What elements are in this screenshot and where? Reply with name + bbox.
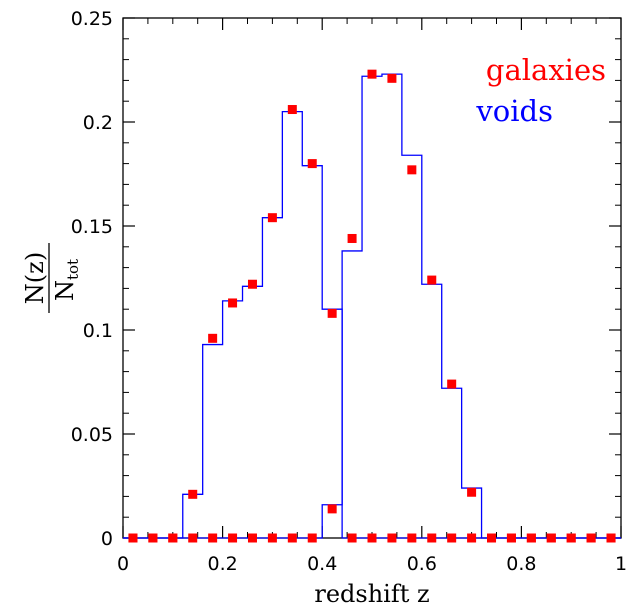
galaxies-point (228, 298, 238, 308)
x-tick-label: 0.6 (407, 553, 437, 575)
y-tick-label: 0.05 (71, 424, 113, 446)
galaxies-point (287, 105, 297, 115)
y-axis-label-denominator-sub: tot (64, 259, 82, 280)
galaxies-point (367, 69, 377, 79)
galaxies-point (128, 533, 138, 543)
galaxies-point (447, 533, 457, 543)
voids-step-line-2 (123, 73, 621, 539)
galaxies-point (188, 489, 198, 499)
galaxies-point (447, 379, 457, 389)
x-tick-labels: 0 0.2 0.4 0.6 0.8 1 (117, 553, 627, 575)
galaxies-point (387, 533, 397, 543)
galaxies-point (506, 533, 516, 543)
galaxies-point (208, 333, 218, 343)
legend-voids: voids (475, 94, 553, 128)
y-axis-label-numerator: N(z) (21, 252, 49, 304)
galaxies-point (586, 533, 596, 543)
galaxies-point (267, 213, 277, 223)
galaxies-point (387, 73, 397, 83)
x-tick-label: 0.8 (506, 553, 536, 575)
legend-galaxies: galaxies (486, 53, 606, 87)
galaxies-point (247, 279, 257, 289)
galaxies-point (566, 533, 576, 543)
y-axis-label: N(z) Ntot (21, 243, 82, 313)
galaxies-point (168, 533, 178, 543)
galaxies-point (347, 233, 357, 243)
galaxies-point (267, 533, 277, 543)
galaxies-point (367, 533, 377, 543)
series-layer (123, 69, 621, 543)
y-tick-label: 0.2 (83, 112, 113, 134)
x-tick-label: 0.2 (207, 553, 237, 575)
galaxies-point (307, 159, 317, 169)
galaxies-point (487, 533, 497, 543)
y-tick-label: 0.1 (83, 320, 113, 342)
x-tick-label: 0 (117, 553, 129, 575)
legend: galaxies voids (475, 53, 606, 128)
y-axis-label-denominator: Ntot (51, 259, 82, 301)
x-tick-label: 1 (615, 553, 627, 575)
y-tick-label: 0 (101, 528, 113, 550)
galaxies-point (526, 533, 536, 543)
galaxies-point (327, 504, 337, 514)
galaxies-point (307, 533, 317, 543)
galaxies-point (467, 533, 477, 543)
y-tick-label: 0.25 (71, 8, 113, 30)
galaxies-point (407, 165, 417, 175)
axis-ticks (122, 17, 622, 539)
y-tick-label: 0.15 (71, 216, 113, 238)
galaxies-point (148, 533, 158, 543)
galaxies-point (327, 308, 337, 318)
galaxies-point (467, 487, 477, 497)
galaxies-point (287, 533, 297, 543)
galaxies-point (208, 533, 218, 543)
galaxies-point (546, 533, 556, 543)
galaxies-point (427, 533, 437, 543)
galaxies-point (606, 533, 616, 543)
y-axis-label-denominator-main: N (51, 280, 79, 301)
voids-step-line-1 (123, 110, 621, 539)
galaxies-point (347, 533, 357, 543)
galaxies-point (188, 533, 198, 543)
galaxies-point (228, 533, 238, 543)
x-axis-label: redshift z (314, 580, 429, 608)
galaxies-point (427, 275, 437, 285)
y-tick-labels: 0 0.05 0.1 0.15 0.2 0.25 (71, 8, 113, 550)
galaxies-point (407, 533, 417, 543)
x-tick-label: 0.4 (307, 553, 337, 575)
galaxies-point (247, 533, 257, 543)
